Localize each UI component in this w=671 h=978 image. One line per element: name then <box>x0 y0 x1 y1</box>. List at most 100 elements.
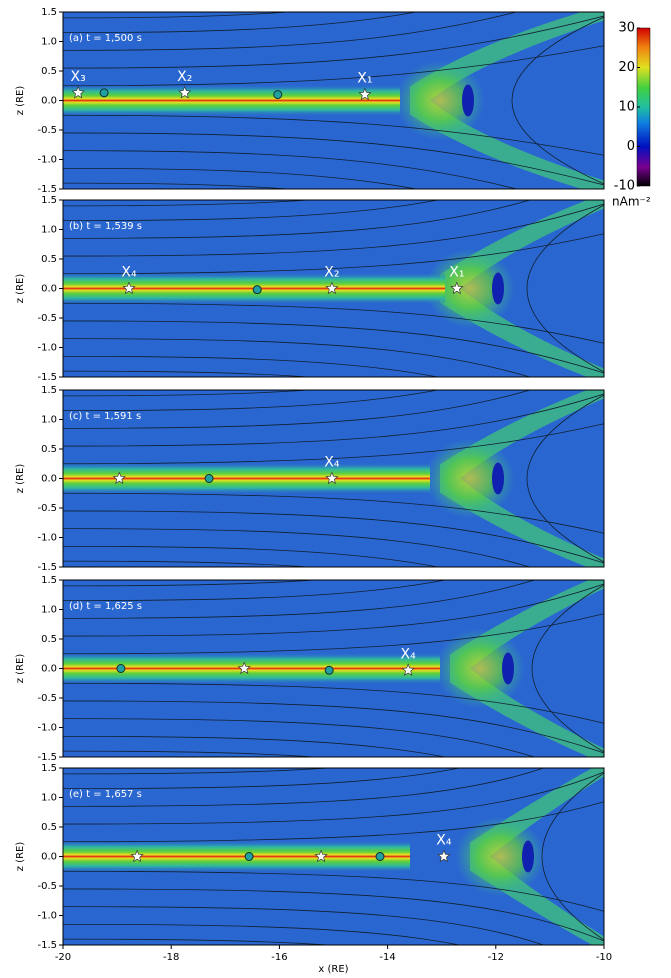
y-tick-label: 0.5 <box>41 822 57 833</box>
current-sheet <box>63 840 410 873</box>
o-point <box>375 852 385 861</box>
glow <box>455 816 545 897</box>
field-line <box>63 888 604 942</box>
core <box>492 272 504 305</box>
panel: (b) t = 1,539 s z (RE) -1.5 -1.0 -0.5 0.0 0.5 1… <box>15 195 605 383</box>
x-line-label: X₄ <box>436 833 452 849</box>
y-tick-label: -1.5 <box>37 562 57 573</box>
o-point <box>99 88 109 98</box>
o-point <box>324 665 334 675</box>
field-line <box>63 768 462 790</box>
field-line <box>63 423 604 465</box>
y-tick-label: 1.5 <box>41 763 57 774</box>
y-tick-label: 1.0 <box>41 225 57 236</box>
panel: (c) t = 1,591 s z (RE) -1.5 -1.0 -0.5 0.0 0.5 1… <box>15 385 605 573</box>
x-line-star <box>314 849 328 863</box>
panel-label: (b) t = 1,539 s <box>69 221 142 232</box>
field-line <box>63 735 447 757</box>
field-line <box>63 906 545 945</box>
glow <box>425 248 515 329</box>
glow <box>395 60 485 141</box>
field-line <box>63 320 604 374</box>
x-line-star <box>401 663 415 676</box>
field-line <box>63 200 314 207</box>
field-line <box>63 370 314 377</box>
y-tick-label: -1.5 <box>37 752 57 763</box>
panel-label: (a) t = 1,500 s <box>69 33 142 44</box>
x-line-star <box>178 85 192 99</box>
bow-line <box>531 584 604 753</box>
field-line <box>63 938 334 945</box>
x-tick-label: -16 <box>271 952 287 963</box>
current-sheet <box>63 652 440 685</box>
field-line <box>63 203 604 257</box>
y-tick-label: 0.0 <box>41 96 57 107</box>
field-line <box>63 45 604 87</box>
field-line <box>63 682 604 724</box>
x-line-label: X₄ <box>324 455 340 471</box>
y-tick-label: 0.5 <box>41 254 57 265</box>
y-tick-label: 1.0 <box>41 415 57 426</box>
o-point <box>273 90 283 100</box>
x-line-label: X₄ <box>401 646 417 662</box>
y-axis-label: z (RE) <box>15 274 26 304</box>
o-point <box>204 474 214 483</box>
field-line <box>63 560 314 567</box>
field-line <box>63 528 532 567</box>
field-line <box>63 771 604 825</box>
current-sheet <box>63 462 430 495</box>
y-tick-label: 1.5 <box>41 195 57 206</box>
y-tick-label: -1.0 <box>37 723 57 734</box>
o-point <box>244 852 254 861</box>
field-line <box>63 393 604 447</box>
current-sheet <box>63 84 400 117</box>
y-tick-label: 1.0 <box>41 37 57 48</box>
y-tick-label: -1.5 <box>37 940 57 951</box>
panel-label: (e) t = 1,657 s <box>69 789 142 800</box>
colorbar-tick-label: 20 <box>618 60 635 75</box>
y-axis-label: z (RE) <box>15 86 26 116</box>
colorbar-label: nAm⁻² <box>612 195 651 209</box>
field-line <box>63 700 604 754</box>
y-tick-label: -0.5 <box>37 693 57 704</box>
x-line-star <box>437 849 451 863</box>
bow-line <box>526 204 604 373</box>
x-tick-label: -10 <box>596 952 612 963</box>
x-line-label: X₂ <box>177 69 192 85</box>
field-line <box>63 150 518 189</box>
y-tick-label: -0.5 <box>37 313 57 324</box>
field-line <box>63 923 462 945</box>
panel: (e) t = 1,657 s z (RE) -1.5 -1.0 -0.5 0.0 0.5 1… <box>15 763 612 975</box>
y-tick-label: 0.0 <box>41 664 57 675</box>
field-line <box>63 390 532 429</box>
field-line <box>63 718 536 757</box>
field-line <box>63 182 293 189</box>
colorbar-tick-label: 10 <box>618 100 635 115</box>
bow-line <box>526 394 604 563</box>
field-line <box>63 768 334 775</box>
y-tick-label: 1.5 <box>41 575 57 586</box>
field-line <box>63 355 440 377</box>
wing <box>440 200 604 377</box>
field-line <box>63 750 321 757</box>
y-tick-label: 1.0 <box>41 605 57 616</box>
core <box>492 462 504 495</box>
y-tick-label: -0.5 <box>37 503 57 514</box>
y-tick-label: 0.5 <box>41 66 57 77</box>
field-line <box>63 510 604 564</box>
y-tick-label: -1.5 <box>37 184 57 195</box>
x-line-star <box>130 849 144 863</box>
y-tick-label: 0.0 <box>41 474 57 485</box>
y-tick-label: 0.0 <box>41 284 57 295</box>
panel-label: (c) t = 1,591 s <box>69 411 141 422</box>
x-tick-label: -14 <box>379 952 395 963</box>
y-tick-label: 1.0 <box>41 793 57 804</box>
core <box>462 84 474 117</box>
y-tick-label: 0.5 <box>41 634 57 645</box>
field-image <box>63 768 604 945</box>
y-axis-label: z (RE) <box>15 654 26 684</box>
bow-line <box>511 16 604 185</box>
field-line <box>63 12 419 34</box>
wing <box>470 768 604 945</box>
